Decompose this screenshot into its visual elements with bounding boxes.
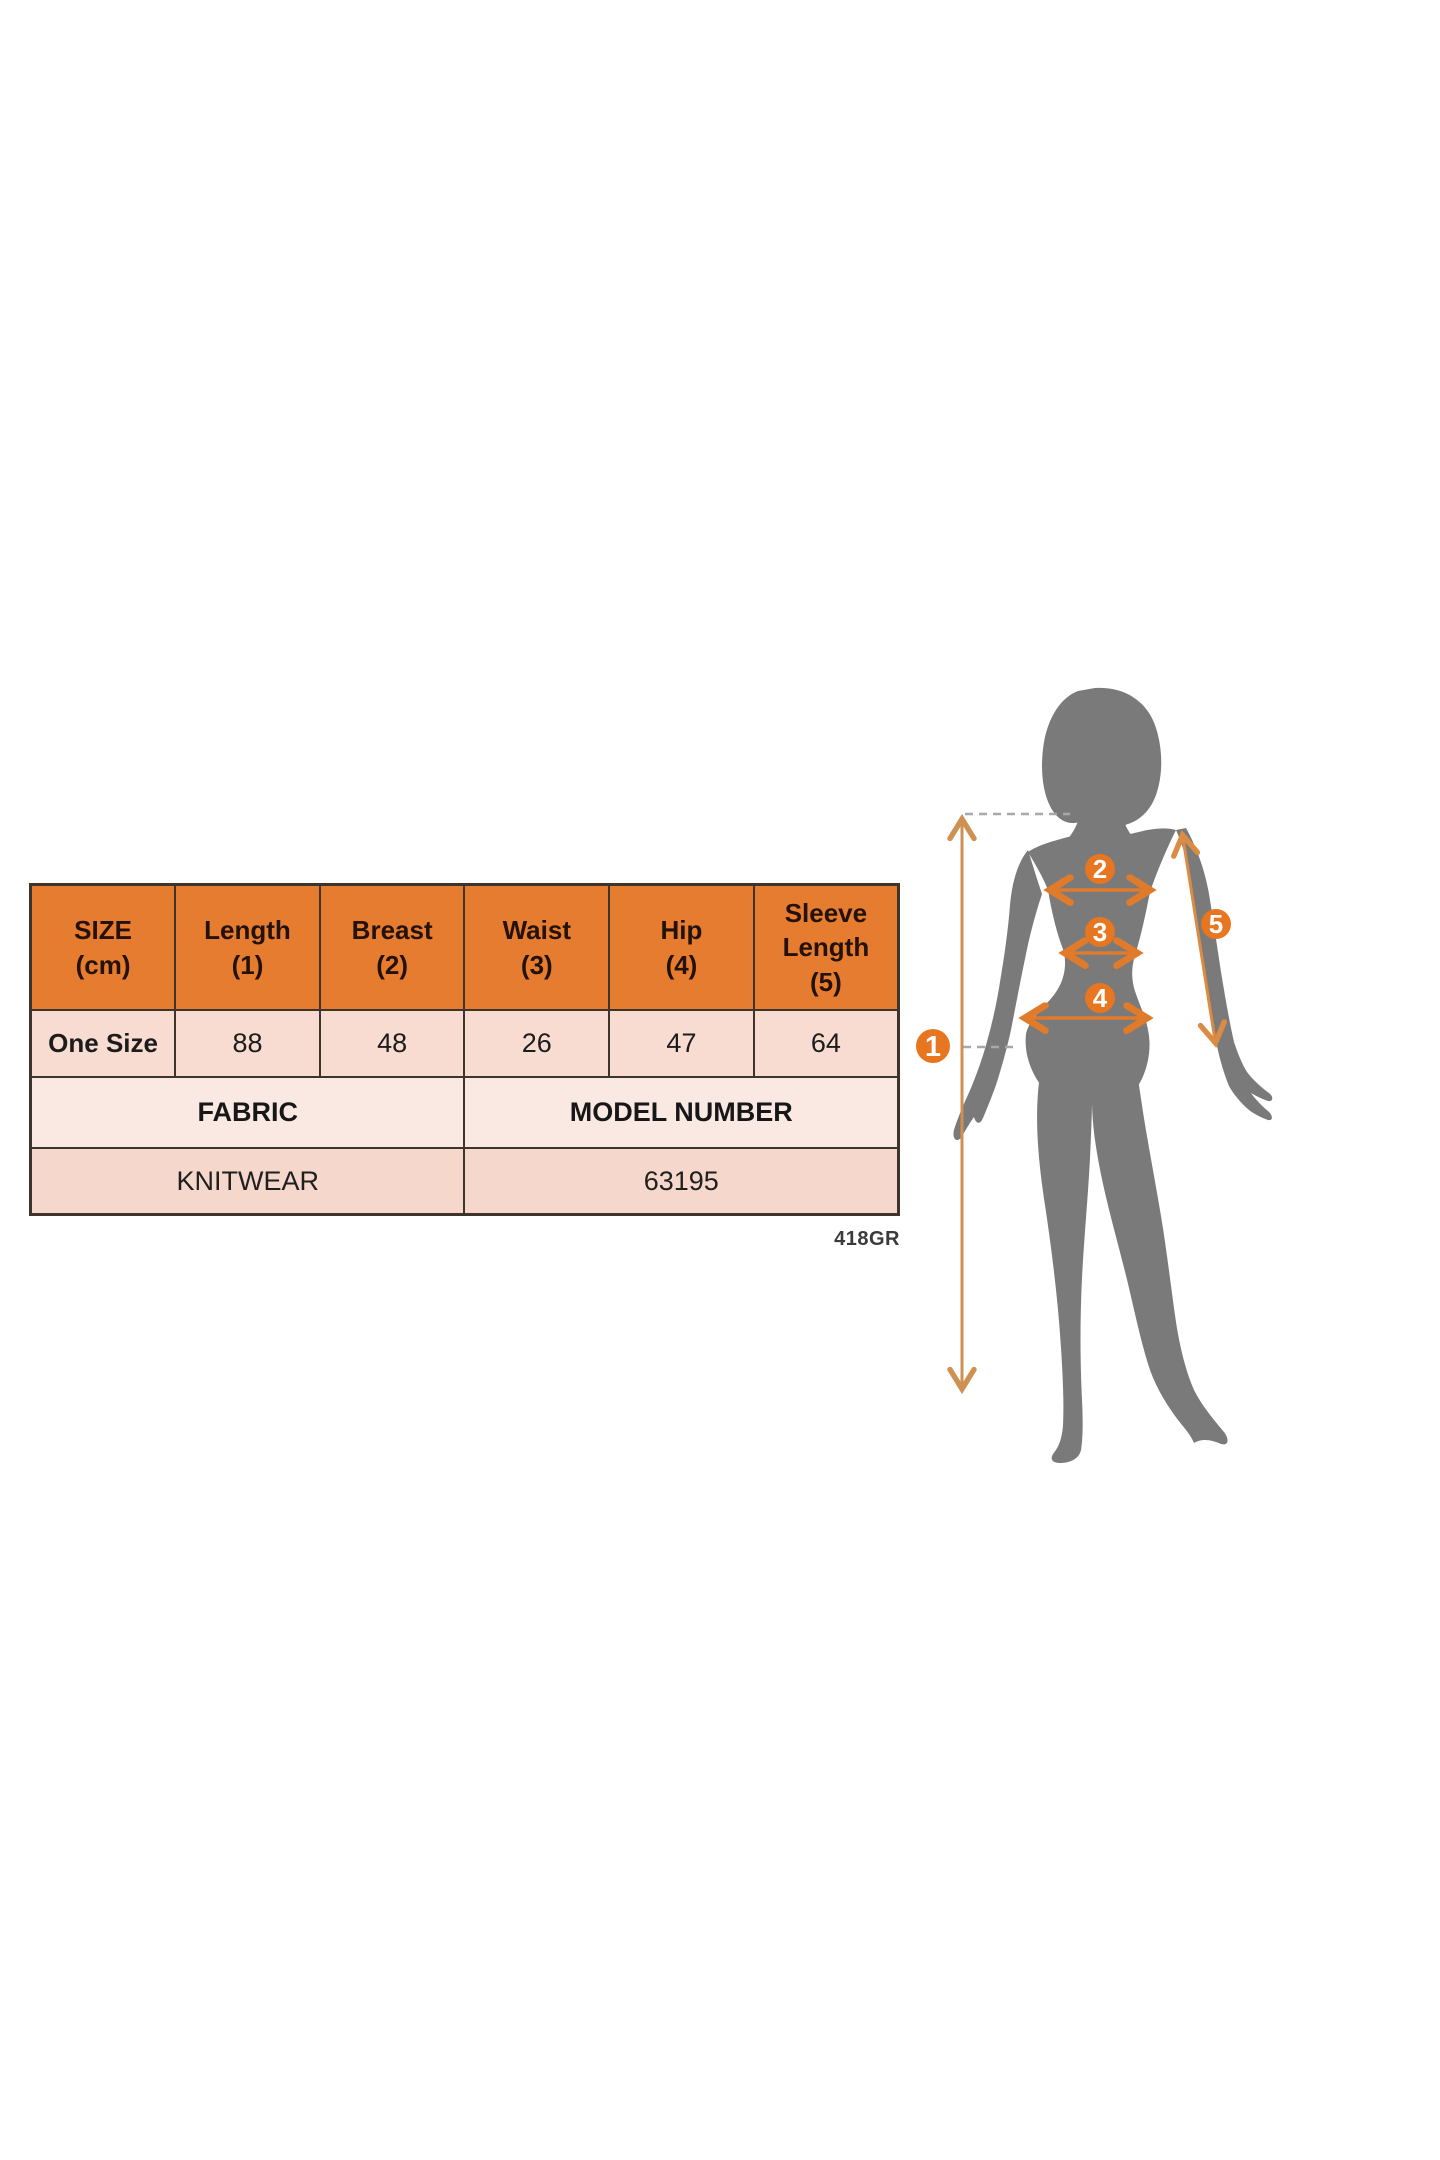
right-arm [1176, 828, 1273, 1121]
neck [1066, 796, 1136, 841]
header-row: SIZE (cm) Length (1) Breast (2) Waist (3… [29, 883, 900, 1011]
marker-circle-5: 5 [1201, 909, 1231, 939]
one-size-row: One Size 88 48 26 47 64 [29, 1009, 900, 1078]
sleeve-arrow-5 [1171, 829, 1227, 1049]
size-value-cell: One Size [29, 1009, 177, 1078]
body-silhouette [953, 687, 1273, 1463]
marker-circle-4: 4 [1085, 983, 1115, 1013]
header-cell-sleeve-length: Sleeve Length (5) [752, 883, 900, 1011]
labels-row: FABRIC MODEL NUMBER [29, 1076, 900, 1149]
footnote-code: 418GR [834, 1228, 900, 1250]
head [1042, 687, 1162, 829]
left-arm [953, 850, 1042, 1141]
header-cell-waist: Waist (3) [463, 883, 611, 1011]
marker-circle-2: 2 [1085, 854, 1115, 884]
values-row: KNITWEAR 63195 [29, 1147, 900, 1216]
marker-1-label: 1 [925, 1031, 941, 1063]
header-cell-hip: Hip (4) [608, 883, 755, 1011]
left-leg [1037, 1075, 1092, 1463]
marker-2-label: 2 [1093, 854, 1107, 884]
model-number-label-cell: MODEL NUMBER [463, 1076, 900, 1149]
header-cell-length: Length (1) [174, 883, 321, 1011]
model-number-value-cell: 63195 [463, 1147, 900, 1216]
sleeve-value-cell: 64 [752, 1009, 900, 1078]
breast-value-cell: 48 [318, 1009, 466, 1078]
header-cell-breast: Breast (2) [318, 883, 466, 1011]
header-cell-size: SIZE (cm) [29, 883, 177, 1011]
length-value-cell: 88 [174, 1009, 321, 1078]
waist-value-cell: 26 [463, 1009, 611, 1078]
fabric-label-cell: FABRIC [29, 1076, 466, 1149]
marker-4-label: 4 [1093, 983, 1108, 1013]
marker-circle-1: 1 [916, 1029, 950, 1063]
hip-value-cell: 47 [608, 1009, 755, 1078]
marker-circle-3: 3 [1085, 917, 1115, 947]
right-leg [1092, 1078, 1228, 1445]
marker-3-label: 3 [1093, 917, 1107, 947]
marker-5-label: 5 [1209, 909, 1223, 939]
size-chart-table: SIZE (cm) Length (1) Breast (2) Waist (3… [29, 883, 900, 1216]
fabric-value-cell: KNITWEAR [29, 1147, 466, 1216]
